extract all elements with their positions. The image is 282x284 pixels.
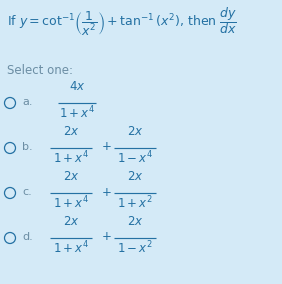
Text: $2x$: $2x$ xyxy=(63,125,79,138)
Text: a.: a. xyxy=(22,97,32,107)
Text: +: + xyxy=(102,185,112,199)
Text: $4x$: $4x$ xyxy=(69,80,85,93)
Text: $2x$: $2x$ xyxy=(127,215,143,228)
Text: +: + xyxy=(102,141,112,153)
Text: $1+x^{2}$: $1+x^{2}$ xyxy=(117,195,153,212)
Text: $1-x^{2}$: $1-x^{2}$ xyxy=(117,240,153,257)
Text: $2x$: $2x$ xyxy=(63,170,79,183)
Text: b.: b. xyxy=(22,142,33,152)
Text: $2x$: $2x$ xyxy=(127,125,143,138)
Text: $1+x^{4}$: $1+x^{4}$ xyxy=(59,105,95,122)
Text: Select one:: Select one: xyxy=(7,64,73,77)
Text: +: + xyxy=(102,231,112,243)
Text: d.: d. xyxy=(22,232,33,242)
Text: c.: c. xyxy=(22,187,32,197)
Text: $2x$: $2x$ xyxy=(127,170,143,183)
Text: $1-x^{4}$: $1-x^{4}$ xyxy=(117,150,153,167)
Text: $1+x^{4}$: $1+x^{4}$ xyxy=(53,240,89,257)
Text: If $y = \cot^{-1}\!\left(\dfrac{1}{x^2}\right) + \tan^{-1}(x^2)$, then $\dfrac{d: If $y = \cot^{-1}\!\left(\dfrac{1}{x^2}\… xyxy=(7,6,237,38)
Text: $2x$: $2x$ xyxy=(63,215,79,228)
Text: $1+x^{4}$: $1+x^{4}$ xyxy=(53,195,89,212)
Text: $1+x^{4}$: $1+x^{4}$ xyxy=(53,150,89,167)
